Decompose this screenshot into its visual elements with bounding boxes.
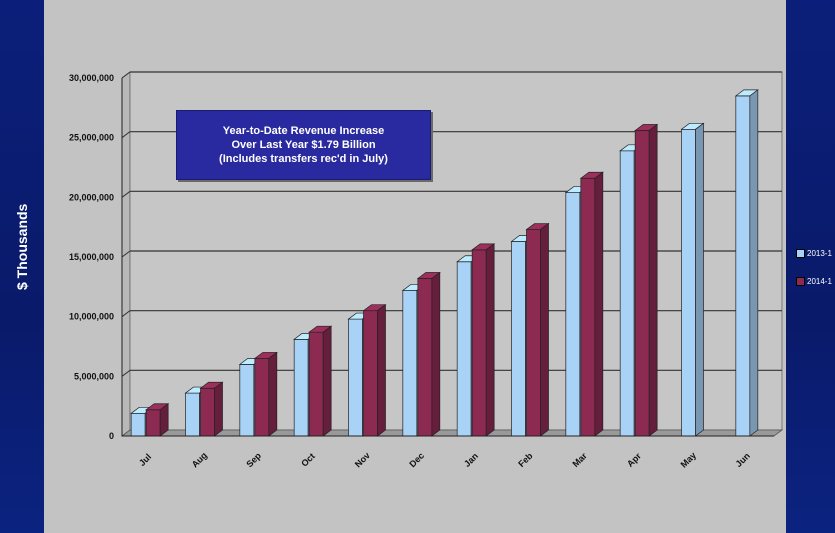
bar-2014-1-Dec-front [417,278,433,437]
bar-2014-1-Mar-front [580,177,596,437]
y-tick-label: 25,000,000 [69,133,114,143]
annotation-line-3: (Includes transfers rec'd in July) [219,153,388,165]
bar-2014-1-Feb [525,222,550,437]
bar-2013-1-Nov-front [348,318,363,437]
bar-2014-1-Nov [362,304,387,437]
bar-2014-1-Mar [579,171,604,437]
bar-2014-1-Feb-front [526,229,541,437]
y-tick-label: 10,000,000 [69,312,114,322]
bar-2014-1-Aug-side [214,381,223,437]
bar-2013-1-Sep-front [239,364,255,437]
bar-2013-1-May [680,122,705,437]
bar-2014-1-Jan-front [471,249,487,437]
annotation-line-1: Year-to-Date Revenue Increase [222,125,385,137]
y-tick-label: 5,000,000 [74,371,114,381]
bar-2014-1-Apr-front [634,130,650,437]
x-category-label-aug: Aug [190,450,209,469]
bar-2014-1-Apr-side [648,123,658,437]
bar-2014-1-Jul-front [145,409,161,437]
y-tick-label: 0 [109,431,114,441]
bar-2014-1-Jan [471,243,496,437]
bar-2013-1-May-side [695,122,704,437]
bar-2014-1-Sep-side [268,351,278,437]
gridline-depth [121,369,131,377]
bar-2013-1-Mar-front [565,192,581,437]
bar-2014-1-Dec-side [431,271,441,437]
bar-2013-1-Jun-side [749,89,759,437]
x-category-label-oct: Oct [299,451,317,469]
bar-2014-1-Oct-side [322,325,332,437]
bar-2014-1-Sep-front [254,358,270,437]
bar-2014-1-Oct [308,325,333,437]
x-category-label-feb: Feb [516,450,535,469]
chart-legend: 2013-1 2014-1 [794,248,835,288]
y-tick-label: 15,000,000 [69,252,114,262]
revenue-annotation-box: Year-to-Date Revenue Increase Over Last … [176,110,431,180]
y-tick-label: 20,000,000 [69,192,114,202]
bar-2014-1-Jul [145,403,170,437]
gridline-depth [121,71,131,79]
gridline-depth [121,131,131,139]
y-tick-label: 30,000,000 [69,73,114,83]
legend-item-series-2: 2014-1 [796,276,832,286]
bar-2014-1-Feb-side [540,222,549,437]
bar-2014-1-Sep [253,351,278,437]
x-category-label-mar: Mar [571,450,590,469]
bar-2013-1-Jun [734,89,759,437]
bar-2013-1-Feb-front [511,241,526,437]
annotation-line-2: Over Last Year $1.79 Billion [231,139,376,151]
bar-2013-1-Dec-front [402,290,418,437]
bar-2014-1-Oct-front [308,331,324,437]
bar-2013-1-Apr-front [619,150,635,437]
x-category-label-jul: Jul [137,452,153,468]
x-category-label-jan: Jan [462,451,480,469]
legend-label-series-2: 2014-1 [807,276,832,286]
legend-swatch-series-1 [796,248,805,258]
bar-2013-1-Oct-front [293,338,309,437]
x-category-label-nov: Nov [353,450,372,469]
bar-2013-1-Jan-front [456,261,472,437]
bar-2014-1-Mar-side [594,171,604,437]
x-category-label-jun: Jun [734,451,752,469]
bar-2014-1-Aug [199,381,224,437]
x-category-label-may: May [679,450,698,469]
bar-2014-1-Nov-side [377,304,386,437]
legend-label-series-1: 2013-1 [807,248,832,258]
x-category-label-sep: Sep [244,450,263,469]
bar-2013-1-Aug-front [185,392,200,437]
legend-swatch-series-2 [796,276,805,286]
bar-2014-1-Jul-side [159,403,169,437]
bar-2014-1-Apr [634,123,659,437]
x-category-label-apr: Apr [625,451,643,469]
bar-2014-1-Jan-side [485,243,495,437]
bar-2014-1-Dec [416,271,441,437]
bar-2013-1-Jun-front [735,95,751,437]
legend-item-series-1: 2013-1 [796,248,832,258]
bar-2013-1-Jul-front [130,412,146,437]
x-category-label-dec: Dec [407,451,426,470]
bar-2014-1-Nov-front [363,310,378,437]
gridline-depth [121,190,131,198]
gridline-depth [121,250,131,258]
bar-2013-1-May-front [681,128,696,437]
bar-2014-1-Aug-front [200,387,215,437]
gridline-depth [121,310,131,318]
